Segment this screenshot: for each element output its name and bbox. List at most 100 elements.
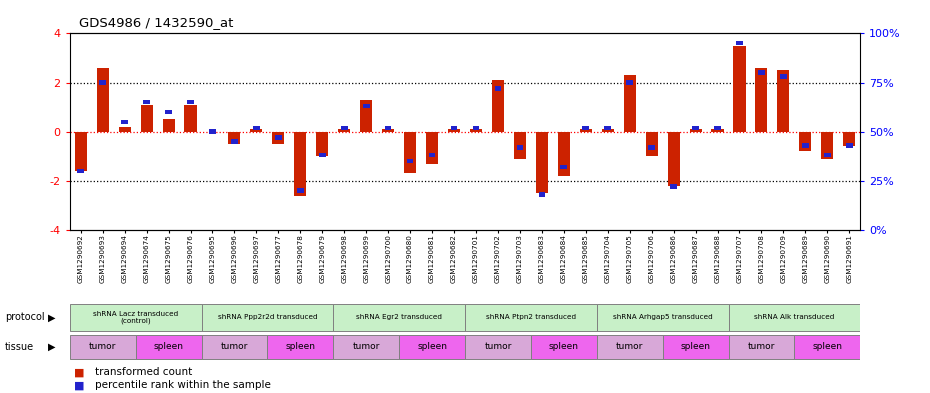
Bar (734, 46, 746, 132)
Bar (121, 119, 128, 124)
Bar (163, 119, 175, 132)
Bar (777, 70, 790, 132)
FancyBboxPatch shape (333, 335, 399, 358)
Bar (429, 153, 435, 158)
Bar (780, 74, 787, 79)
Text: spleen: spleen (417, 342, 447, 351)
Bar (516, 145, 524, 150)
Bar (100, 80, 106, 85)
Text: spleen: spleen (549, 342, 578, 351)
Bar (275, 135, 282, 140)
Bar (844, 132, 856, 146)
Bar (316, 132, 328, 156)
Bar (426, 132, 438, 163)
Bar (689, 129, 701, 132)
FancyBboxPatch shape (202, 304, 333, 331)
Bar (297, 188, 303, 193)
Text: tumor: tumor (748, 342, 775, 351)
Bar (802, 143, 809, 148)
Bar (140, 105, 153, 132)
Bar (385, 125, 392, 130)
Text: spleen: spleen (681, 342, 711, 351)
Text: spleen: spleen (812, 342, 843, 351)
Text: shRNA Egr2 transduced: shRNA Egr2 transduced (356, 314, 442, 320)
Bar (579, 129, 591, 132)
Bar (755, 68, 767, 132)
Bar (711, 129, 724, 132)
Bar (495, 86, 501, 91)
FancyBboxPatch shape (531, 335, 597, 358)
FancyBboxPatch shape (399, 335, 465, 358)
Bar (470, 129, 482, 132)
Text: shRNA Lacz transduced
(control): shRNA Lacz transduced (control) (93, 310, 179, 324)
Bar (692, 125, 698, 130)
Bar (339, 129, 351, 132)
Bar (253, 125, 259, 130)
Bar (77, 169, 84, 173)
Text: ▶: ▶ (48, 312, 56, 322)
Text: protocol: protocol (5, 312, 45, 322)
Bar (514, 132, 526, 159)
Bar (382, 129, 394, 132)
FancyBboxPatch shape (728, 304, 860, 331)
Bar (846, 143, 853, 148)
Bar (538, 192, 545, 197)
Bar (232, 139, 238, 144)
FancyBboxPatch shape (267, 335, 333, 358)
Text: GDS4986 / 1432590_at: GDS4986 / 1432590_at (79, 17, 233, 29)
Bar (561, 165, 567, 169)
Bar (119, 127, 131, 132)
Text: shRNA Arhgap5 transduced: shRNA Arhgap5 transduced (613, 314, 712, 320)
FancyBboxPatch shape (597, 335, 662, 358)
Text: shRNA Ppp2r2d transduced: shRNA Ppp2r2d transduced (218, 314, 317, 320)
FancyBboxPatch shape (202, 335, 267, 358)
Bar (143, 100, 150, 105)
FancyBboxPatch shape (728, 335, 794, 358)
FancyBboxPatch shape (794, 335, 860, 358)
FancyBboxPatch shape (465, 304, 597, 331)
Bar (451, 125, 458, 130)
Text: spleen: spleen (286, 342, 315, 351)
Bar (821, 132, 833, 159)
FancyBboxPatch shape (136, 335, 202, 358)
Text: tumor: tumor (352, 342, 379, 351)
Text: shRNA Alk transduced: shRNA Alk transduced (754, 314, 834, 320)
Text: tissue: tissue (5, 342, 33, 352)
FancyBboxPatch shape (333, 304, 465, 331)
Bar (472, 125, 479, 130)
Bar (645, 132, 658, 156)
Bar (536, 132, 548, 193)
Bar (209, 129, 216, 134)
Bar (166, 110, 172, 114)
Bar (319, 153, 325, 158)
Bar (341, 125, 348, 130)
Bar (558, 132, 570, 176)
Bar (97, 68, 109, 132)
Text: shRNA Ptpn2 transduced: shRNA Ptpn2 transduced (485, 314, 576, 320)
Bar (363, 104, 369, 108)
Bar (668, 132, 680, 185)
FancyBboxPatch shape (597, 304, 728, 331)
Bar (360, 100, 372, 132)
Bar (404, 132, 416, 173)
Bar (250, 129, 262, 132)
Bar (294, 132, 306, 195)
Bar (229, 132, 241, 144)
Text: tumor: tumor (89, 342, 116, 351)
Text: tumor: tumor (220, 342, 248, 351)
Bar (648, 145, 655, 150)
Text: transformed count: transformed count (95, 367, 193, 377)
FancyBboxPatch shape (465, 335, 531, 358)
Text: spleen: spleen (153, 342, 183, 351)
Bar (187, 100, 193, 105)
Bar (602, 129, 614, 132)
Text: tumor: tumor (485, 342, 512, 351)
Bar (406, 159, 414, 163)
Bar (624, 75, 636, 132)
Text: ▶: ▶ (48, 342, 56, 352)
Bar (272, 132, 285, 144)
FancyBboxPatch shape (70, 304, 202, 331)
Text: percentile rank within the sample: percentile rank within the sample (95, 380, 271, 390)
Text: ■: ■ (74, 367, 85, 377)
FancyBboxPatch shape (662, 335, 728, 358)
